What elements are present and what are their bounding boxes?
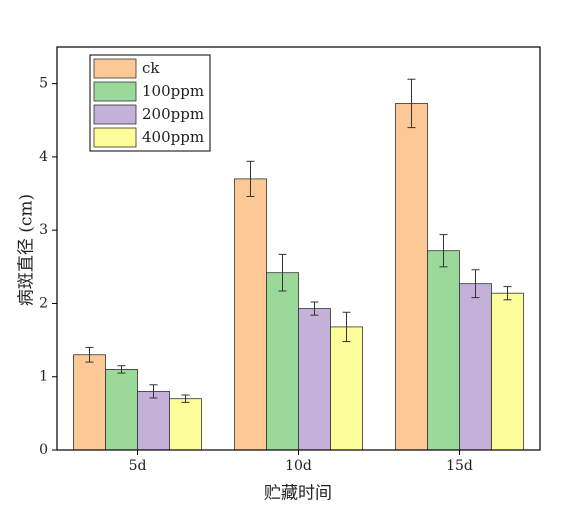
x-tick-label: 10d — [285, 458, 312, 474]
legend-swatch — [93, 81, 137, 102]
bar — [395, 103, 428, 451]
x-axis-label: 贮藏时间 — [264, 484, 332, 504]
plot-frame — [56, 46, 541, 451]
bar — [234, 178, 267, 451]
legend-swatch — [93, 104, 137, 125]
bar — [169, 398, 202, 451]
legend-swatch — [93, 58, 137, 79]
legend-label: ck — [142, 59, 160, 77]
x-tick-label: 15d — [446, 458, 473, 474]
bar — [330, 326, 363, 451]
bar — [137, 390, 170, 451]
legend-swatch — [93, 127, 137, 148]
legend-label: 400ppm — [142, 128, 204, 146]
bar — [459, 283, 492, 451]
y-tick-label: 5 — [39, 76, 48, 92]
y-tick-label: 0 — [39, 442, 48, 458]
y-axis-label: 病斑直径 (cm) — [17, 194, 37, 306]
y-tick-label: 4 — [39, 149, 48, 165]
bar — [105, 368, 138, 451]
bar — [491, 292, 524, 451]
y-tick-label: 1 — [39, 369, 48, 385]
y-tick-label: 2 — [39, 295, 48, 311]
bar — [73, 354, 106, 451]
x-tick-label: 5d — [129, 458, 147, 474]
bar — [427, 250, 460, 451]
legend-label: 100ppm — [142, 82, 204, 100]
legend-label: 200ppm — [142, 105, 204, 123]
y-tick-label: 3 — [39, 222, 48, 238]
bar — [266, 272, 299, 451]
bar — [298, 308, 331, 451]
